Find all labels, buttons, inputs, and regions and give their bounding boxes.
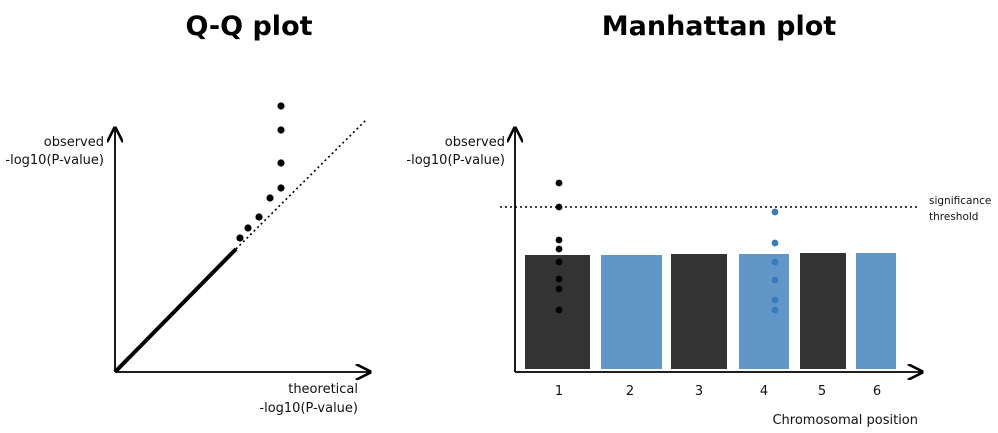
qq-y-label-line2: -log10(P-value)	[5, 153, 104, 168]
chromosome-bar-5	[800, 253, 846, 369]
snp-point	[771, 296, 779, 304]
manhattan-y-label-line1: observed	[445, 135, 505, 150]
snp-point	[555, 245, 563, 253]
snp-point	[771, 306, 779, 314]
snp-point	[555, 203, 563, 211]
threshold-label-line1: significance	[929, 195, 991, 207]
chromosome-tick-label: 3	[695, 384, 703, 399]
qq-point	[277, 159, 285, 167]
qq-y-label-line1: observed	[44, 135, 104, 150]
chromosome-bar-4	[739, 254, 789, 369]
snp-point	[771, 258, 779, 266]
qq-x-label-line1: theoretical	[288, 382, 358, 397]
qq-point	[236, 234, 244, 242]
qq-plot: Q-Q plot observed -log10(P-value) theore…	[5, 11, 370, 416]
chromosome-bar-2	[601, 255, 662, 369]
qq-point	[277, 126, 285, 134]
chromosome-bar-6	[856, 253, 896, 369]
snp-point	[555, 306, 563, 314]
qq-point	[277, 184, 285, 192]
chromosome-tick-label: 4	[760, 384, 768, 399]
qq-points	[236, 102, 285, 242]
chromosome-tick-label: 1	[555, 384, 563, 399]
chromosome-bars	[525, 253, 896, 369]
qq-title: Q-Q plot	[185, 11, 312, 42]
chromosome-tick-label: 6	[873, 384, 881, 399]
qq-x-label-line2: -log10(P-value)	[259, 401, 358, 416]
qq-point	[255, 213, 263, 221]
chromosome-4-points	[771, 208, 779, 314]
snp-point	[555, 258, 563, 266]
chromosome-tick-labels: 1 2 3 4 5 6	[555, 384, 881, 399]
snp-point	[555, 179, 563, 187]
qq-point	[266, 194, 274, 202]
qq-point	[244, 224, 252, 232]
snp-point	[555, 236, 563, 244]
snp-point	[555, 275, 563, 283]
threshold-label-line2: threshold	[929, 211, 978, 223]
manhattan-title: Manhattan plot	[602, 11, 837, 42]
qq-expected-line-dotted	[235, 119, 367, 250]
snp-point	[771, 208, 779, 216]
chromosome-1-points	[555, 179, 563, 314]
chromosome-bar-3	[671, 254, 727, 369]
qq-point	[277, 102, 285, 110]
manhattan-x-label: Chromosomal position	[772, 413, 918, 428]
qq-expected-line-solid	[113, 247, 238, 374]
snp-point	[555, 285, 563, 293]
manhattan-plot: Manhattan plot observed -log10(P-value) …	[406, 11, 991, 428]
snp-point	[771, 239, 779, 247]
snp-point	[771, 276, 779, 284]
chromosome-tick-label: 5	[818, 384, 826, 399]
chromosome-tick-label: 2	[626, 384, 634, 399]
manhattan-y-label-line2: -log10(P-value)	[406, 153, 505, 168]
